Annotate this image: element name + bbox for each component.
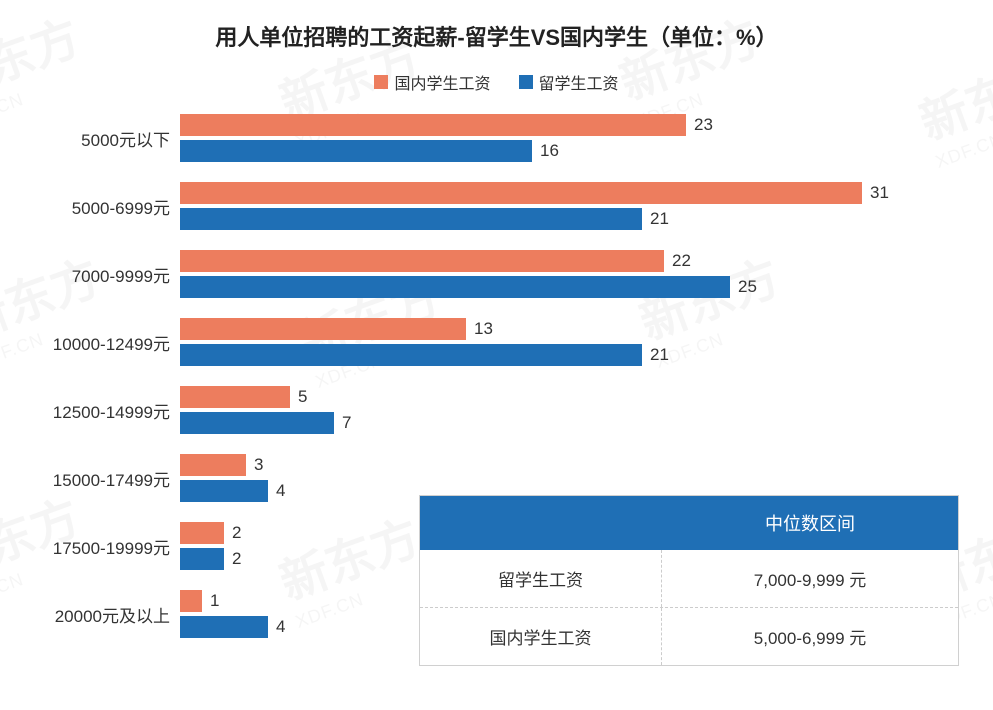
value-label: 23 bbox=[694, 115, 713, 135]
value-label: 2 bbox=[232, 523, 241, 543]
category-label: 5000元以下 bbox=[40, 126, 180, 151]
category-label: 12500-14999元 bbox=[40, 398, 180, 423]
value-label: 16 bbox=[540, 141, 559, 161]
bar bbox=[180, 616, 268, 638]
value-label: 25 bbox=[738, 277, 757, 297]
median-table: 中位数区间 留学生工资 7,000-9,999 元 国内学生工资 5,000-6… bbox=[419, 495, 959, 666]
bar bbox=[180, 412, 334, 434]
table-row: 国内学生工资 5,000-6,999 元 bbox=[420, 607, 958, 665]
table-header-label: 中位数区间 bbox=[662, 510, 958, 536]
value-label: 1 bbox=[210, 591, 219, 611]
category-label: 15000-17499元 bbox=[40, 466, 180, 491]
value-label: 21 bbox=[650, 209, 669, 229]
bar bbox=[180, 454, 246, 476]
bar bbox=[180, 522, 224, 544]
bar bbox=[180, 114, 686, 136]
table-cell-label: 国内学生工资 bbox=[420, 608, 662, 665]
legend-label: 国内学生工资 bbox=[394, 70, 490, 94]
table-cell-value: 7,000-9,999 元 bbox=[662, 550, 958, 607]
bar-row: 10000-12499元 13 21 bbox=[40, 318, 963, 366]
table-cell-value: 5,000-6,999 元 bbox=[662, 608, 958, 665]
value-label: 4 bbox=[276, 481, 285, 501]
value-label: 7 bbox=[342, 413, 351, 433]
bar bbox=[180, 250, 664, 272]
legend-label: 留学生工资 bbox=[539, 70, 619, 94]
bar bbox=[180, 344, 642, 366]
category-label: 17500-19999元 bbox=[40, 534, 180, 559]
table-row: 留学生工资 7,000-9,999 元 bbox=[420, 550, 958, 607]
bar bbox=[180, 276, 730, 298]
value-label: 2 bbox=[232, 549, 241, 569]
bar bbox=[180, 480, 268, 502]
bar bbox=[180, 318, 466, 340]
legend-item-overseas: 留学生工资 bbox=[519, 70, 619, 94]
table-header: 中位数区间 bbox=[420, 496, 958, 550]
legend-swatch bbox=[374, 75, 388, 89]
bar bbox=[180, 548, 224, 570]
value-label: 13 bbox=[474, 319, 493, 339]
category-label: 20000元及以上 bbox=[40, 602, 180, 627]
bar bbox=[180, 386, 290, 408]
legend-item-domestic: 国内学生工资 bbox=[374, 70, 490, 94]
value-label: 5 bbox=[298, 387, 307, 407]
category-label: 5000-6999元 bbox=[40, 194, 180, 219]
bar bbox=[180, 140, 532, 162]
bar-row: 12500-14999元 5 7 bbox=[40, 386, 963, 434]
bar-row: 5000-6999元 31 21 bbox=[40, 182, 963, 230]
bar bbox=[180, 590, 202, 612]
bar bbox=[180, 208, 642, 230]
legend: 国内学生工资 留学生工资 bbox=[30, 70, 963, 94]
value-label: 31 bbox=[870, 183, 889, 203]
value-label: 3 bbox=[254, 455, 263, 475]
category-label: 7000-9999元 bbox=[40, 262, 180, 287]
value-label: 21 bbox=[650, 345, 669, 365]
legend-swatch bbox=[519, 75, 533, 89]
table-header-empty bbox=[420, 510, 662, 536]
category-label: 10000-12499元 bbox=[40, 330, 180, 355]
value-label: 22 bbox=[672, 251, 691, 271]
bar bbox=[180, 182, 862, 204]
chart-title: 用人单位招聘的工资起薪-留学生VS国内学生（单位：%） bbox=[30, 20, 963, 52]
table-cell-label: 留学生工资 bbox=[420, 550, 662, 607]
value-label: 4 bbox=[276, 617, 285, 637]
bar-row: 5000元以下 23 16 bbox=[40, 114, 963, 162]
bar-row: 7000-9999元 22 25 bbox=[40, 250, 963, 298]
